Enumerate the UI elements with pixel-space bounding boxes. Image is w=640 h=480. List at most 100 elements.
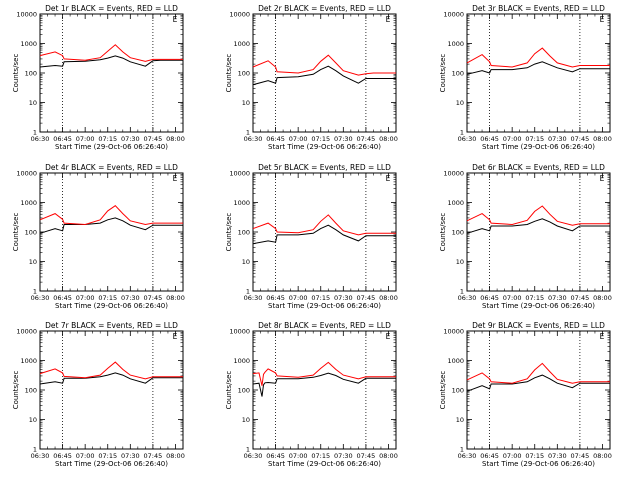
y-tick-label: 10 bbox=[242, 258, 250, 266]
y-tick-label: 1000 bbox=[233, 357, 250, 365]
corner-marker: E bbox=[173, 332, 178, 341]
lld-series-line bbox=[39, 205, 183, 226]
x-tick-label: 07:45 bbox=[571, 135, 590, 143]
x-tick-label: 07:30 bbox=[334, 135, 353, 143]
x-tick-label: 07:00 bbox=[503, 452, 522, 460]
x-tick-label: 06:45 bbox=[266, 135, 285, 143]
events-series-line bbox=[252, 372, 396, 397]
x-tick-label: 06:45 bbox=[266, 294, 285, 302]
detector-panel: Det 9r BLACK = Events, RED = LLD 1 10 100 10… bbox=[439, 321, 612, 468]
y-tick-label: 1000 bbox=[447, 40, 464, 48]
y-tick-label: 1 bbox=[246, 446, 250, 454]
x-tick-label: 07:15 bbox=[311, 452, 330, 460]
x-tick-label: 07:45 bbox=[144, 135, 163, 143]
x-tick-label: 07:00 bbox=[76, 135, 95, 143]
y-tick-label: 1 bbox=[33, 288, 37, 296]
detector-panel: Det 8r BLACK = Events, RED = LLD 1 10 100 10… bbox=[225, 321, 398, 468]
y-tick-label: 100 bbox=[452, 387, 464, 395]
x-tick-label: 07:30 bbox=[548, 135, 567, 143]
y-tick-label: 10 bbox=[456, 416, 464, 424]
x-tick-label: 08:00 bbox=[593, 452, 612, 460]
y-tick-label: 10 bbox=[456, 258, 464, 266]
y-tick-label: 10000 bbox=[16, 11, 37, 19]
panel-title: Det 4r BLACK = Events, RED = LLD bbox=[45, 163, 178, 172]
x-tick-label: 07:30 bbox=[121, 294, 140, 302]
x-tick-label: 07:00 bbox=[289, 135, 308, 143]
y-tick-label: 100 bbox=[25, 70, 37, 78]
y-tick-label: 1000 bbox=[20, 40, 37, 48]
x-tick-label: 06:45 bbox=[266, 452, 285, 460]
x-tick-label: 06:30 bbox=[31, 294, 50, 302]
y-tick-label: 1 bbox=[33, 446, 37, 454]
y-tick-label: 1000 bbox=[233, 40, 250, 48]
corner-marker: E bbox=[386, 15, 391, 24]
x-tick-label: 08:00 bbox=[166, 294, 185, 302]
x-tick-label: 07:45 bbox=[144, 294, 163, 302]
y-tick-label: 1000 bbox=[233, 199, 250, 207]
events-series-line bbox=[252, 224, 396, 245]
plot-frame bbox=[466, 172, 611, 292]
y-tick-label: 10 bbox=[242, 416, 250, 424]
x-tick-label: 07:15 bbox=[525, 452, 544, 460]
y-axis-label: Counts/sec bbox=[225, 371, 233, 410]
x-tick-label: 07:15 bbox=[98, 294, 117, 302]
x-tick-label: 07:15 bbox=[98, 135, 117, 143]
events-series-line bbox=[39, 217, 183, 234]
y-tick-label: 1000 bbox=[447, 199, 464, 207]
x-tick-label: 07:00 bbox=[76, 294, 95, 302]
x-tick-label: 06:30 bbox=[31, 452, 50, 460]
x-tick-label: 06:30 bbox=[458, 135, 477, 143]
y-tick-label: 10000 bbox=[229, 328, 250, 336]
y-tick-label: 1 bbox=[460, 129, 464, 137]
x-axis-label: Start Time (29-Oct-06 06:26:40) bbox=[55, 460, 168, 468]
detector-panel: Det 4r BLACK = Events, RED = LLD 1 10 100 10… bbox=[12, 163, 185, 310]
y-axis-label: Counts/sec bbox=[439, 371, 447, 410]
x-axis-label: Start Time (29-Oct-06 06:26:40) bbox=[55, 143, 168, 151]
corner-marker: E bbox=[173, 15, 178, 24]
x-tick-label: 06:30 bbox=[31, 135, 50, 143]
x-axis-label: Start Time (29-Oct-06 06:26:40) bbox=[268, 302, 381, 310]
lld-series-line bbox=[39, 44, 183, 62]
y-tick-label: 100 bbox=[238, 229, 250, 237]
x-tick-label: 07:15 bbox=[311, 135, 330, 143]
events-series-line bbox=[39, 55, 183, 68]
x-tick-label: 07:15 bbox=[311, 294, 330, 302]
x-tick-label: 07:15 bbox=[525, 294, 544, 302]
x-tick-label: 08:00 bbox=[379, 452, 398, 460]
corner-marker: E bbox=[386, 332, 391, 341]
y-axis-label: Counts/sec bbox=[439, 54, 447, 93]
events-series-line bbox=[252, 65, 396, 86]
x-tick-label: 06:30 bbox=[244, 135, 263, 143]
x-tick-label: 06:30 bbox=[244, 452, 263, 460]
y-tick-label: 10 bbox=[242, 99, 250, 107]
y-tick-label: 10 bbox=[29, 416, 37, 424]
y-tick-label: 1000 bbox=[20, 199, 37, 207]
x-tick-label: 07:30 bbox=[334, 294, 353, 302]
x-tick-label: 07:15 bbox=[525, 135, 544, 143]
y-tick-label: 1000 bbox=[447, 357, 464, 365]
y-tick-label: 10000 bbox=[16, 328, 37, 336]
x-tick-label: 07:00 bbox=[503, 294, 522, 302]
corner-marker: E bbox=[600, 15, 605, 24]
x-axis-label: Start Time (29-Oct-06 06:26:40) bbox=[268, 460, 381, 468]
plot-frame bbox=[39, 13, 184, 133]
detector-panel: Det 3r BLACK = Events, RED = LLD 1 10 100 10… bbox=[439, 4, 612, 151]
y-tick-label: 10000 bbox=[443, 11, 464, 19]
corner-marker: E bbox=[386, 174, 391, 183]
x-tick-label: 06:45 bbox=[480, 452, 499, 460]
x-tick-label: 07:30 bbox=[548, 452, 567, 460]
plot-frame bbox=[466, 330, 611, 450]
x-tick-label: 07:00 bbox=[289, 452, 308, 460]
panel-title: Det 6r BLACK = Events, RED = LLD bbox=[472, 163, 605, 172]
y-tick-label: 10000 bbox=[443, 170, 464, 178]
y-axis-label: Counts/sec bbox=[12, 371, 20, 410]
x-tick-label: 06:45 bbox=[53, 294, 72, 302]
x-tick-label: 07:45 bbox=[357, 452, 376, 460]
x-tick-label: 07:15 bbox=[98, 452, 117, 460]
y-axis-label: Counts/sec bbox=[439, 213, 447, 252]
y-tick-label: 100 bbox=[238, 70, 250, 78]
panel-title: Det 7r BLACK = Events, RED = LLD bbox=[45, 321, 178, 330]
x-tick-label: 07:00 bbox=[76, 452, 95, 460]
x-tick-label: 06:45 bbox=[480, 135, 499, 143]
